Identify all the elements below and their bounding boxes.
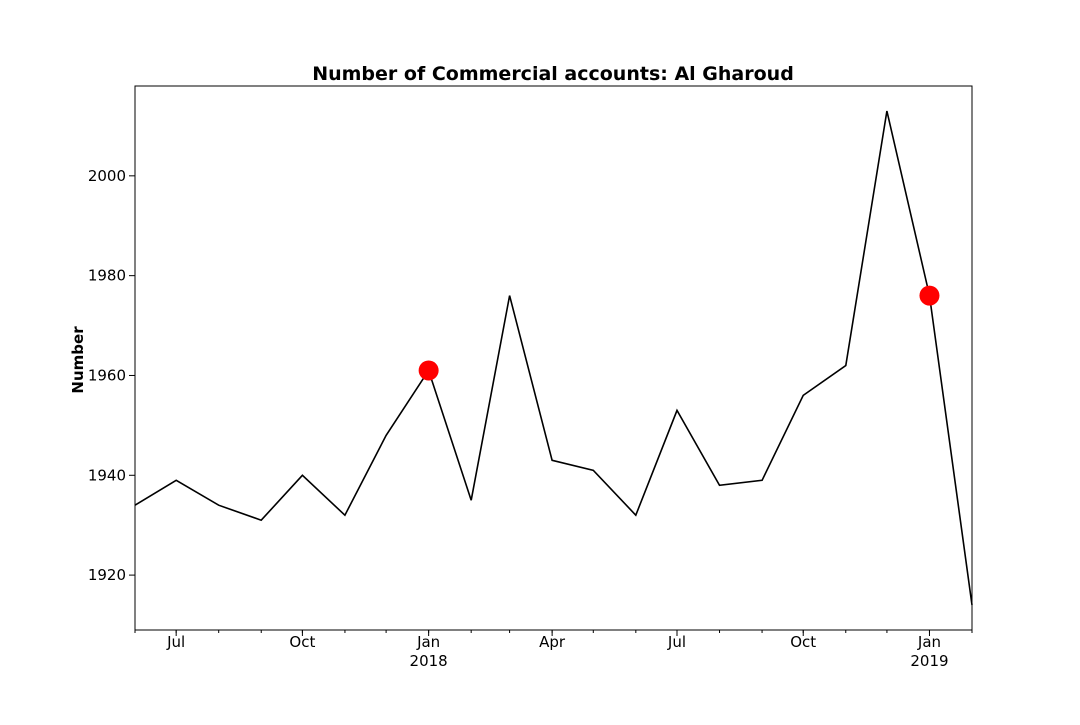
x-tick-label-6: Jan: [917, 633, 941, 651]
x-tick-year-2: 2018: [410, 652, 448, 670]
highlight-point-0: [418, 360, 439, 381]
y-tick-label-4: 2000: [88, 167, 126, 185]
y-axis-ticks: 1920 1940 1960 1980 2000: [88, 167, 135, 584]
highlight-point-1: [919, 285, 940, 306]
x-tick-label-3: Apr: [539, 633, 566, 651]
x-tick-label-0: Jul: [166, 633, 185, 651]
x-tick-label-1: Oct: [289, 633, 315, 651]
y-tick-label-3: 1980: [88, 267, 126, 285]
x-tick-year-6: 2019: [910, 652, 948, 670]
chart-title: Number of Commercial accounts: Al Gharou…: [312, 63, 794, 85]
y-axis-label: Number: [69, 326, 87, 394]
y-tick-label-2: 1960: [88, 366, 126, 384]
x-tick-label-4: Jul: [667, 633, 686, 651]
y-tick-label-1: 1940: [88, 466, 126, 484]
series-line: [134, 110, 973, 606]
highlight-points: [418, 285, 940, 381]
plot-frame: [134, 85, 973, 631]
y-tick-label-0: 1920: [88, 566, 126, 584]
x-tick-label-2: Jan: [416, 633, 440, 651]
x-tick-label-5: Oct: [790, 633, 816, 651]
